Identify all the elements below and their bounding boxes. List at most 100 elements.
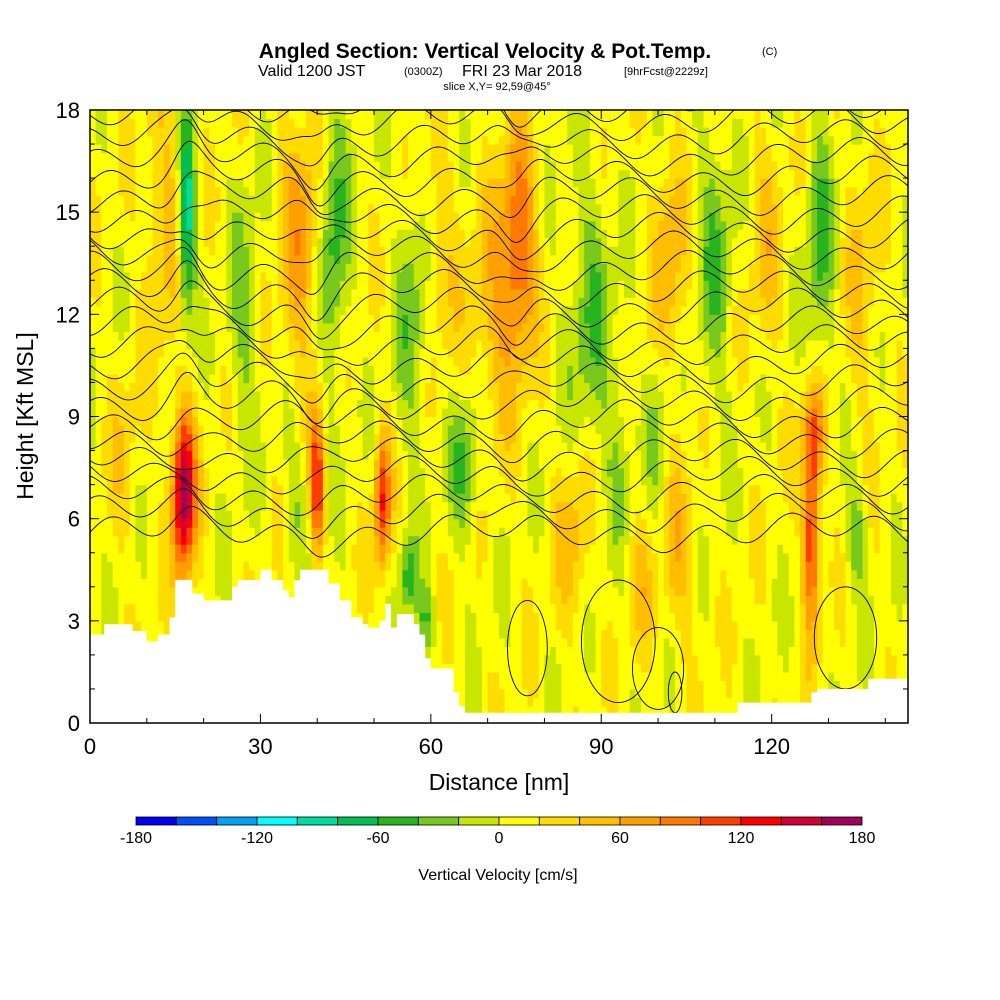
velocity-cell — [374, 407, 381, 418]
velocity-cell — [300, 254, 307, 264]
velocity-cell — [459, 603, 466, 613]
velocity-cell — [237, 331, 244, 341]
velocity-cell — [186, 339, 193, 349]
velocity-cell — [203, 348, 210, 358]
velocity-cell — [402, 501, 409, 511]
velocity-cell — [464, 144, 472, 154]
velocity-cell — [442, 399, 449, 409]
velocity-cell — [271, 271, 279, 281]
velocity-cell — [447, 603, 455, 613]
velocity-cell — [408, 271, 415, 281]
velocity-cell — [391, 399, 398, 409]
velocity-cell — [442, 467, 449, 477]
velocity-cell — [311, 229, 318, 239]
velocity-cell — [243, 348, 250, 358]
velocity-cell — [163, 586, 171, 596]
velocity-cell — [277, 399, 284, 409]
velocity-cell — [453, 348, 460, 358]
velocity-cell — [413, 603, 421, 613]
velocity-cell — [124, 407, 131, 418]
velocity-cell — [90, 263, 97, 273]
velocity-cell — [243, 518, 250, 528]
velocity-cell — [374, 127, 381, 137]
velocity-cell — [430, 510, 438, 520]
velocity-cell — [476, 118, 483, 128]
velocity-cell — [186, 186, 193, 196]
velocity-cell — [112, 195, 119, 205]
velocity-cell — [169, 186, 176, 196]
velocity-cell — [430, 416, 438, 426]
velocity-cell — [209, 178, 216, 188]
velocity-cell — [442, 297, 449, 307]
velocity-cell — [107, 288, 114, 298]
velocity-cell — [374, 535, 381, 545]
velocity-cell — [152, 280, 159, 290]
velocity-cell — [152, 603, 159, 613]
velocity-cell — [453, 212, 460, 222]
velocity-cell — [425, 365, 432, 375]
velocity-cell — [197, 552, 205, 562]
velocity-cell — [322, 399, 330, 409]
velocity-cell — [300, 178, 307, 188]
velocity-cell — [334, 407, 341, 418]
velocity-cell — [203, 246, 210, 256]
velocity-cell — [385, 271, 392, 281]
velocity-cell — [232, 254, 239, 264]
velocity-cell — [419, 629, 426, 639]
velocity-cell — [470, 527, 477, 537]
velocity-cell — [124, 390, 131, 401]
velocity-cell — [351, 382, 358, 392]
velocity-cell — [447, 467, 455, 477]
velocity-cell — [254, 484, 262, 494]
velocity-cell — [459, 152, 466, 162]
velocity-cell — [334, 314, 341, 324]
velocity-cell — [237, 246, 244, 256]
velocity-cell — [476, 254, 483, 264]
velocity-cell — [118, 544, 125, 554]
velocity-cell — [124, 586, 131, 596]
velocity-cell — [283, 186, 290, 196]
velocity-cell — [311, 246, 318, 256]
velocity-cell — [101, 527, 108, 537]
velocity-cell — [408, 331, 415, 341]
velocity-cell — [300, 416, 307, 426]
velocity-cell — [141, 237, 148, 247]
velocity-cell — [277, 263, 284, 273]
velocity-cell — [146, 373, 154, 384]
velocity-cell — [362, 382, 369, 392]
velocity-cell — [351, 348, 358, 358]
velocity-cell — [107, 161, 114, 171]
velocity-cell — [124, 110, 131, 120]
velocity-cell — [396, 331, 404, 341]
velocity-cell — [459, 322, 466, 332]
velocity-cell — [305, 271, 313, 281]
velocity-cell — [169, 586, 176, 596]
velocity-cell — [237, 382, 244, 392]
velocity-cell — [180, 339, 188, 349]
velocity-cell — [339, 161, 347, 171]
velocity-cell — [254, 280, 262, 290]
velocity-cell — [328, 263, 335, 273]
velocity-cell — [129, 450, 137, 460]
velocity-cell — [311, 552, 318, 562]
velocity-cell — [453, 365, 460, 375]
velocity-cell — [118, 569, 125, 579]
velocity-cell — [107, 382, 114, 392]
velocity-cell — [146, 561, 154, 571]
velocity-cell — [476, 552, 483, 562]
velocity-cell — [385, 237, 392, 247]
velocity-cell — [311, 348, 318, 358]
velocity-cell — [408, 501, 415, 511]
velocity-cell — [214, 305, 222, 315]
velocity-cell — [385, 527, 392, 537]
velocity-cell — [277, 467, 284, 477]
velocity-cell — [476, 544, 483, 554]
velocity-cell — [436, 390, 443, 401]
velocity-cell — [214, 195, 222, 205]
velocity-cell — [311, 501, 318, 511]
velocity-cell — [186, 365, 193, 375]
velocity-cell — [396, 561, 404, 571]
velocity-cell — [95, 382, 102, 392]
velocity-cell — [243, 305, 250, 315]
velocity-cell — [322, 135, 330, 145]
